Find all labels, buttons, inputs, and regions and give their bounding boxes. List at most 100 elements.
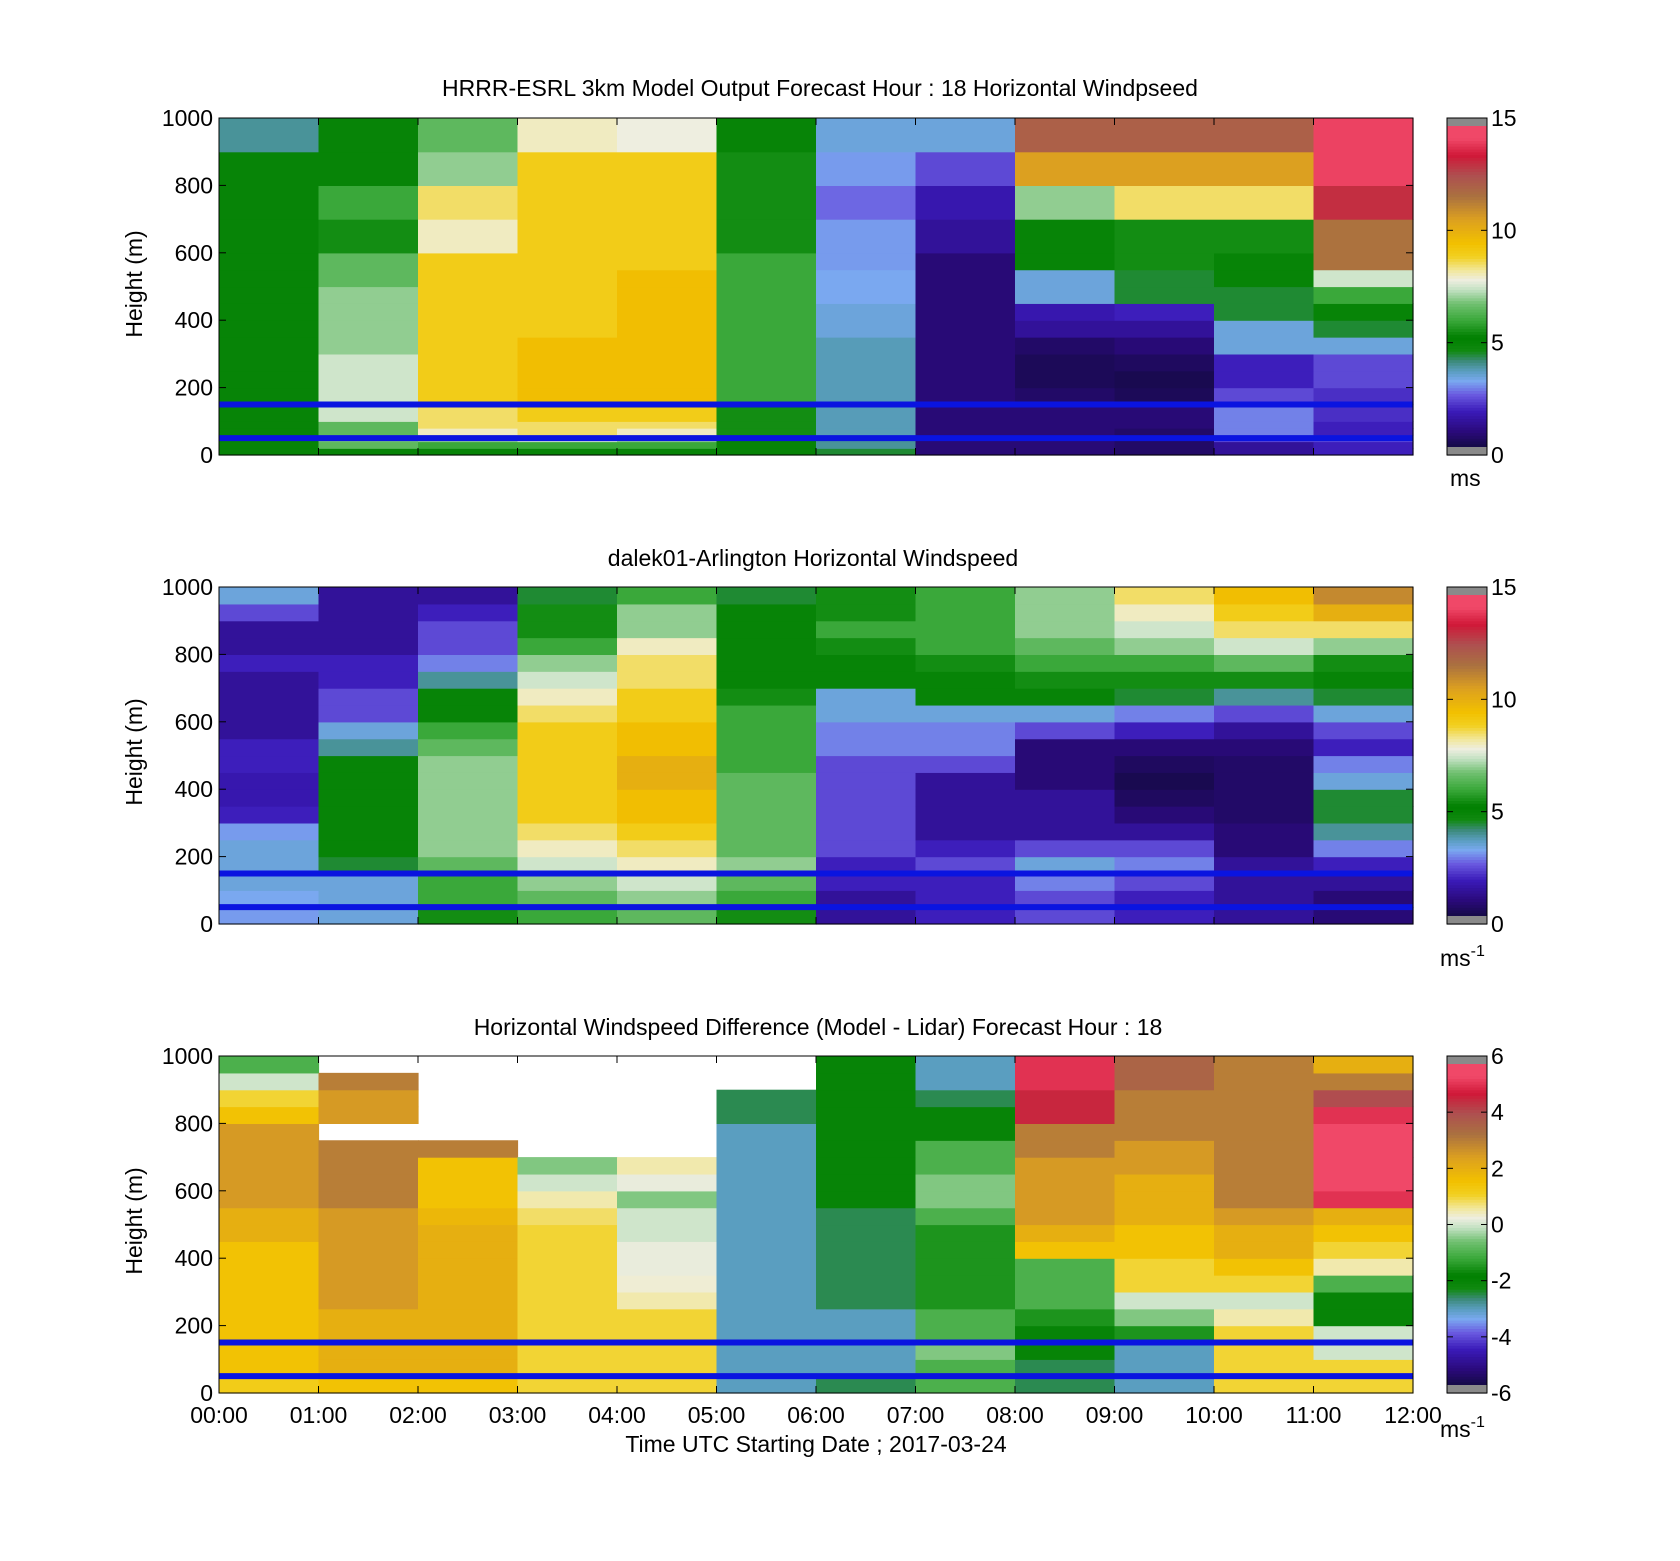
heatmap-cell [318, 1342, 419, 1360]
colorbar-segment [1447, 660, 1487, 664]
colorbar-segment [1447, 171, 1487, 175]
colorbar-segment [1447, 682, 1487, 686]
x-tick-label: 07:00 [887, 1402, 945, 1428]
colorbar-segment [1447, 850, 1487, 855]
colorbar-segment [1447, 1238, 1487, 1242]
colorbar-segment [1447, 1373, 1487, 1377]
colorbar-segment [1447, 137, 1487, 142]
heatmap-cell [418, 839, 519, 858]
heatmap-cell [219, 1072, 320, 1091]
heatmap-cell [1015, 772, 1116, 790]
heatmap-cell [716, 370, 817, 389]
heatmap-cell [617, 269, 718, 288]
colorbar-segment [1447, 247, 1487, 251]
heatmap-cell [418, 151, 519, 186]
heatmap-cell [716, 721, 817, 740]
colorbar-segment [1447, 1075, 1487, 1080]
heatmap-cell [219, 907, 320, 925]
colorbar-segment [1447, 328, 1487, 333]
colorbar-segment [1447, 202, 1487, 206]
colorbar-segment [1447, 1216, 1487, 1220]
colorbar-segment [1447, 162, 1487, 167]
colorbar-segment [1447, 1269, 1487, 1273]
heatmap-cell [617, 654, 718, 672]
colorbar-segment [1447, 898, 1487, 903]
heatmap-cell [816, 671, 917, 689]
heatmap-cell [816, 286, 917, 304]
panel-difference: Horizontal Windspeed Difference (Model -… [121, 1014, 1512, 1457]
colorbar-segment [1447, 856, 1487, 861]
heatmap-cell [915, 772, 1016, 790]
heatmap-cell [617, 303, 718, 321]
colorbar-segment [1447, 603, 1487, 608]
colorbar-segment [1447, 623, 1487, 627]
heatmap-cell [517, 1207, 618, 1226]
heatmap-cell [617, 890, 718, 908]
colorbar-segment [1447, 702, 1487, 706]
heatmap-cell [617, 1359, 718, 1377]
heatmap-cell [1313, 671, 1414, 689]
colorbar-segment [1447, 845, 1487, 849]
colorbar-segment [1447, 216, 1487, 220]
heatmap-cell [915, 1376, 1016, 1394]
colorbar-segment [1447, 188, 1487, 192]
colorbar-segment [1447, 769, 1487, 773]
heatmap-cell [915, 1258, 1016, 1276]
heatmap-cell [418, 404, 519, 422]
heatmap-cell [1313, 448, 1414, 456]
colorbar-segment [1447, 696, 1487, 700]
heatmap-cell [517, 320, 618, 338]
y-tick-label: 600 [175, 709, 213, 735]
colorbar-segment [1447, 174, 1487, 178]
heatmap-cell [716, 587, 817, 605]
colorbar-tick-label: 5 [1491, 799, 1504, 825]
heatmap-cell [716, 428, 817, 436]
heatmap-cell [418, 1376, 519, 1394]
heatmap-cell [517, 907, 618, 925]
heatmap-cell [816, 1275, 917, 1293]
heatmap-cell [1114, 404, 1215, 422]
heatmap-cell [1313, 404, 1414, 422]
colorbar-segment [1447, 1232, 1487, 1237]
colorbar-tick-label: 5 [1491, 330, 1504, 356]
colorbar-segment [1447, 786, 1487, 790]
heatmap-cell [1114, 1258, 1215, 1276]
heatmap-cell [1214, 856, 1315, 875]
heatmap-cell [517, 688, 618, 706]
colorbar-segment [1447, 345, 1487, 349]
panel-difference-title: Horizontal Windspeed Difference (Model -… [474, 1014, 1163, 1040]
x-axis-label: Time UTC Starting Date ; 2017-03-24 [625, 1431, 1007, 1457]
heatmap-cell [1214, 587, 1315, 605]
heatmap-cell [716, 441, 817, 449]
heatmap-cell [915, 721, 1016, 740]
colorbar-segment [1447, 1185, 1487, 1189]
colorbar-segment [1447, 783, 1487, 787]
heatmap-cell [1313, 1056, 1414, 1074]
colorbar-segment [1447, 440, 1487, 445]
colorbar-segment [1447, 1120, 1487, 1124]
heatmap-cell [219, 1376, 320, 1394]
heatmap-cell [816, 151, 917, 186]
colorbar-segment [1447, 710, 1487, 714]
heatmap-cell [418, 1224, 519, 1242]
heatmap-cell [617, 252, 718, 271]
panel-model-x-ticks [218, 118, 1414, 455]
colorbar-segment [1447, 1230, 1487, 1234]
colorbar-segment [1447, 426, 1487, 431]
colorbar-frame [1446, 117, 1488, 456]
heatmap-cell [716, 252, 817, 271]
heatmap-cell [1214, 1140, 1315, 1158]
colorbar-segment [1447, 258, 1487, 262]
colorbar-segment [1447, 1376, 1487, 1380]
colorbar-segment [1447, 1199, 1487, 1203]
heatmap-cell [716, 1359, 817, 1377]
panel-model-heatmap [219, 118, 1414, 456]
heatmap-cell [517, 1275, 618, 1293]
heatmap-cell [1015, 1241, 1116, 1259]
heatmap-cell [219, 1308, 320, 1327]
heatmap-cell [1313, 704, 1414, 723]
heatmap-cell [915, 654, 1016, 672]
heatmap-cell [219, 404, 320, 422]
colorbar-tick-label: 0 [1491, 911, 1504, 937]
colorbar-segment [1447, 645, 1487, 650]
